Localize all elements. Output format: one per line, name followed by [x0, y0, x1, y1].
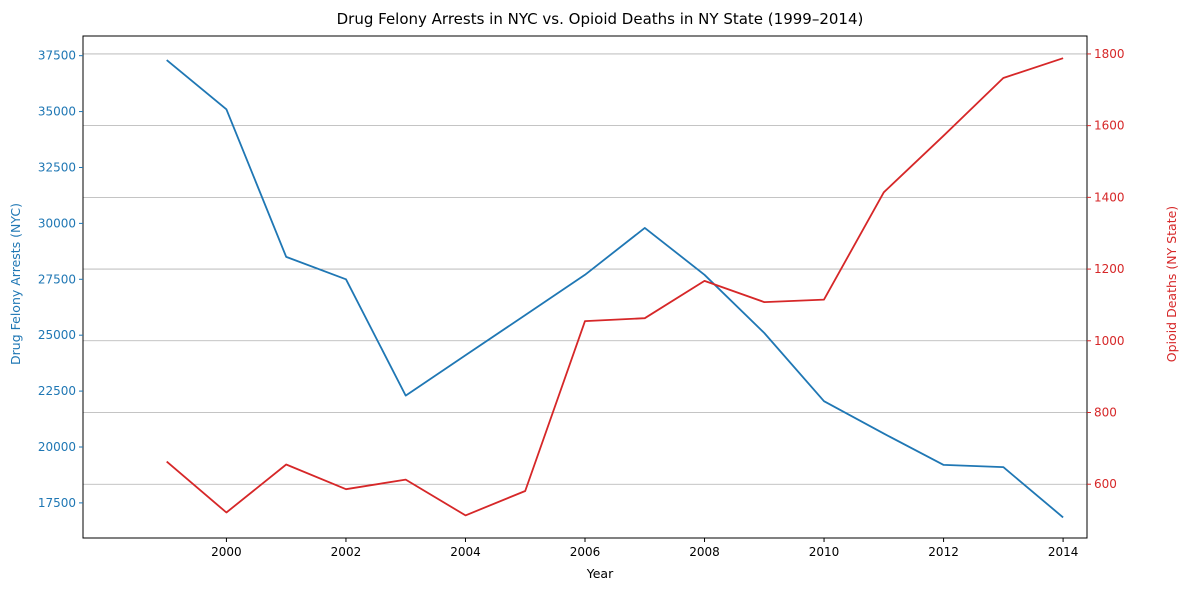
y-left-tick-label: 30000 [38, 216, 76, 230]
y-right-tick-label: 1600 [1094, 119, 1125, 133]
y-left-tick-label: 22500 [38, 384, 76, 398]
y-right-tick-label: 1200 [1094, 262, 1125, 276]
y-left-tick-label: 37500 [38, 49, 76, 63]
y-left-tick-label: 35000 [38, 105, 76, 119]
x-tick-label: 2010 [809, 545, 840, 559]
x-tick-label: 2012 [928, 545, 959, 559]
series-layer [166, 57, 1064, 519]
y-right-tick-label: 800 [1094, 406, 1117, 420]
plot-frame [82, 35, 1088, 539]
x-tick-label: 2008 [689, 545, 720, 559]
x-tick-label: 2004 [450, 545, 481, 559]
y-left-tick-label: 32500 [38, 160, 76, 174]
y-right-tick-label: 1800 [1094, 47, 1125, 61]
y-axis-left-label: Drug Felony Arrests (NYC) [8, 203, 23, 365]
x-axis: 2000 2002 2004 2006 2008 2010 2012 2014 [211, 538, 1078, 559]
y-axis-right: 600 800 1000 1200 1400 1600 1800 [1087, 47, 1125, 491]
y-left-tick-label: 20000 [38, 440, 76, 454]
y-right-tick-label: 600 [1094, 477, 1117, 491]
y-axis-right-label: Opioid Deaths (NY State) [1164, 206, 1179, 362]
chart-title: Drug Felony Arrests in NYC vs. Opioid De… [337, 10, 864, 28]
series-line-deaths [166, 57, 1064, 517]
y-right-tick-label: 1400 [1094, 190, 1125, 204]
y-left-tick-label: 25000 [38, 328, 76, 342]
x-tick-label: 2006 [570, 545, 601, 559]
grid-lines [83, 53, 1087, 485]
x-axis-label: Year [586, 566, 614, 581]
x-tick-label: 2002 [331, 545, 362, 559]
x-tick-label: 2014 [1048, 545, 1079, 559]
y-left-tick-label: 17500 [38, 496, 76, 510]
x-tick-label: 2000 [211, 545, 242, 559]
series-line-arrests [166, 59, 1064, 519]
y-right-tick-label: 1000 [1094, 334, 1125, 348]
y-axis-left: 17500 20000 22500 25000 27500 30000 32500 35000… [38, 49, 83, 510]
y-left-tick-label: 27500 [38, 272, 76, 286]
